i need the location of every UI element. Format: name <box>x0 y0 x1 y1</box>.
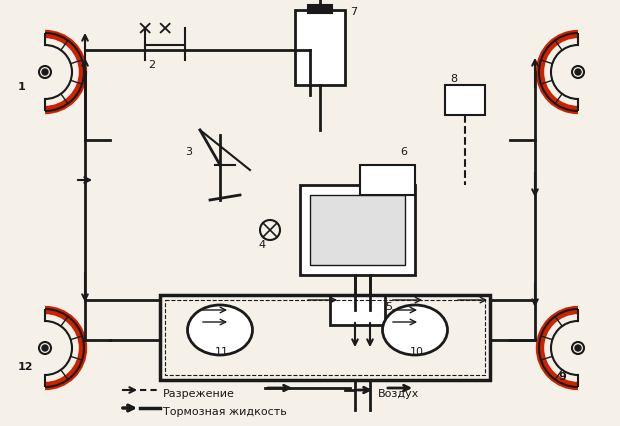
Circle shape <box>42 345 48 351</box>
Text: 5: 5 <box>385 302 392 312</box>
Text: 12: 12 <box>18 362 33 372</box>
Circle shape <box>42 69 48 75</box>
Bar <box>360 165 415 195</box>
Bar <box>295 10 345 85</box>
Text: 3: 3 <box>185 147 192 157</box>
Text: 4: 4 <box>258 240 265 250</box>
Bar <box>165 300 485 375</box>
Text: ✕: ✕ <box>137 20 153 39</box>
Text: 7: 7 <box>350 7 357 17</box>
Bar <box>160 295 490 380</box>
Text: 1: 1 <box>18 82 26 92</box>
Ellipse shape <box>187 305 252 355</box>
Text: 2: 2 <box>148 60 155 70</box>
Bar <box>445 85 485 115</box>
Ellipse shape <box>383 305 448 355</box>
Circle shape <box>575 69 581 75</box>
Text: 8: 8 <box>450 74 457 84</box>
Text: 11: 11 <box>215 347 229 357</box>
Text: 10: 10 <box>410 347 424 357</box>
Text: Воздух: Воздух <box>378 389 419 399</box>
Bar <box>330 295 385 325</box>
Circle shape <box>575 345 581 351</box>
Text: 9: 9 <box>558 372 566 382</box>
Text: 6: 6 <box>400 147 407 157</box>
Bar <box>308 5 332 13</box>
Bar <box>310 195 405 265</box>
Text: Разрежение: Разрежение <box>163 389 235 399</box>
Bar <box>300 185 415 275</box>
Text: Тормозная жидкость: Тормозная жидкость <box>163 407 286 417</box>
Text: ✕: ✕ <box>157 20 173 39</box>
